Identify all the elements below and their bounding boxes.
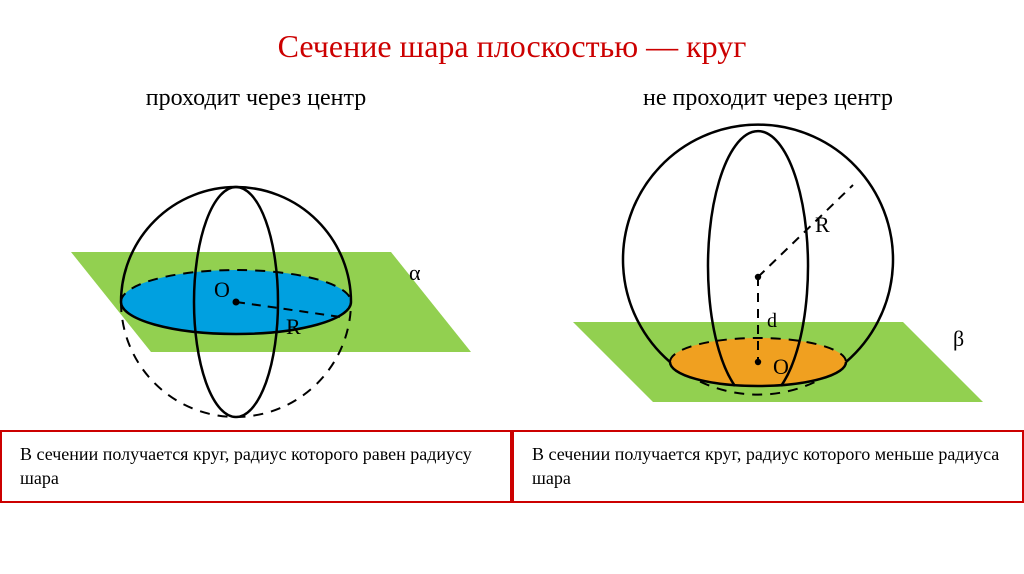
- plane-label-r: β: [953, 326, 964, 351]
- diagram-row: проходит через центр O R: [0, 85, 1024, 503]
- right-subtitle: не проходит через центр: [643, 85, 893, 112]
- radius-label-r: R: [815, 212, 830, 237]
- section-center-dot: [755, 359, 761, 365]
- radius-label: R: [286, 314, 301, 339]
- plane-label: α: [409, 260, 421, 285]
- left-subtitle: проходит через центр: [146, 85, 366, 112]
- left-column: проходит через центр O R: [0, 85, 512, 503]
- center-label-r: O: [773, 354, 789, 379]
- left-caption: В сечении получается круг, радиус которо…: [0, 430, 512, 503]
- center-label: O: [214, 277, 230, 302]
- radius-line-r: [758, 185, 853, 277]
- right-diagram: R d O β: [553, 122, 983, 422]
- distance-label: d: [767, 310, 777, 332]
- right-column: не проходит через центр: [512, 85, 1024, 503]
- left-diagram: O R α: [41, 122, 471, 422]
- page-title: Сечение шара плоскостью — круг: [0, 0, 1024, 65]
- right-caption: В сечении получается круг, радиус которо…: [512, 430, 1024, 503]
